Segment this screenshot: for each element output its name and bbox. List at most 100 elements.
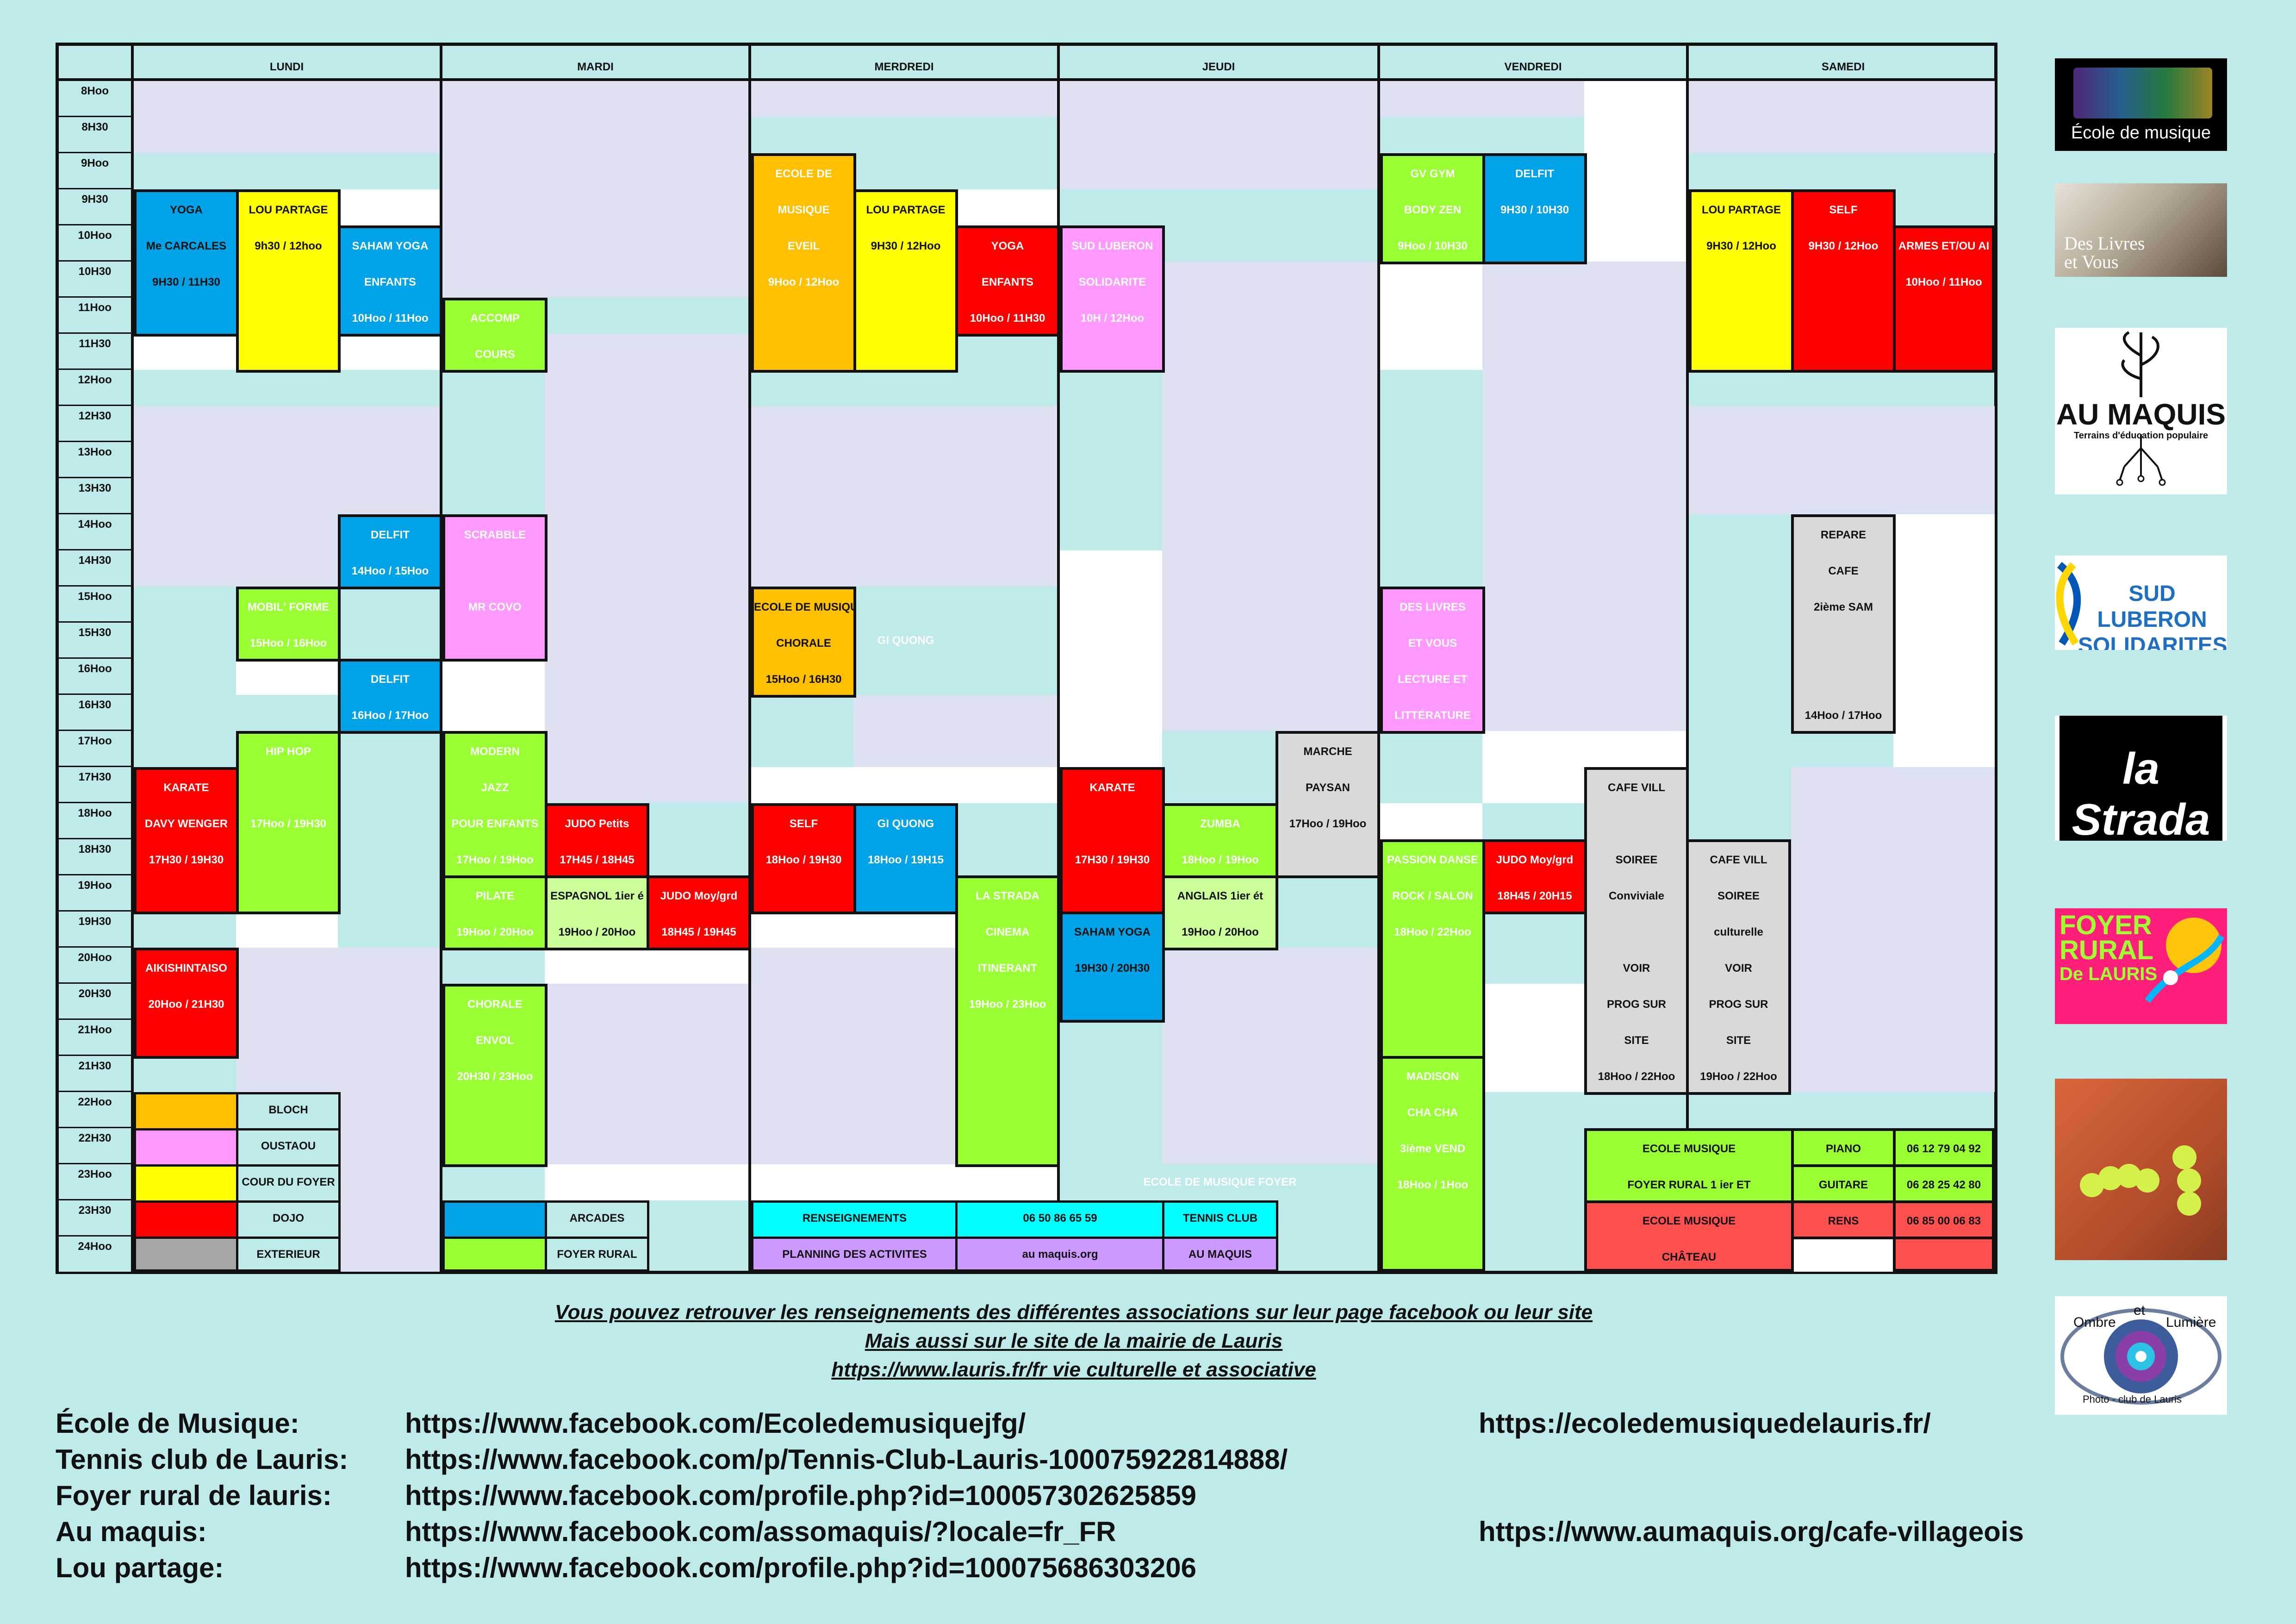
event-anglais[interactable]: ANGLAIS 1ier ét 19Hoo / 20Hoo xyxy=(1162,875,1278,950)
event-line: MUSIQUE xyxy=(778,204,830,216)
event-rens[interactable]: RENS xyxy=(1791,1200,1896,1239)
event-line: GUITARE xyxy=(1818,1179,1868,1191)
event-accomp-cours[interactable]: ACCOMPCOURS11Hoo / 12Hoo xyxy=(442,298,548,373)
event-lou-partage-samedi[interactable]: LOU PARTAGE 9H30 / 12Hoo xyxy=(1689,189,1794,373)
event-line xyxy=(1063,806,1162,842)
event-la-strada[interactable]: LA STRADA CINEMA ITINERANT 19Hoo / 23Hoo xyxy=(955,875,1060,1167)
event-line: 06 12 79 04 92 xyxy=(1906,1143,1981,1155)
bg-zone xyxy=(1162,948,1377,1164)
event-line: SITE xyxy=(1726,1034,1751,1047)
tennis-balls-icon xyxy=(2080,1145,2201,1216)
event-line: PASSION DANSE xyxy=(1387,854,1478,866)
event-marche-paysan[interactable]: MARCHE PAYSAN 17Hoo / 19Hoo xyxy=(1276,731,1380,878)
tree-icon xyxy=(2116,331,2166,486)
logo-foyer-text-2: RURAL xyxy=(2060,935,2153,965)
event-sud-luberon-jeudi[interactable]: SUD LUBERON SOLIDARITE 10H / 12Hoo xyxy=(1060,225,1165,373)
legend-swatch-grey xyxy=(134,1237,239,1272)
event-delfit-lundi-2[interactable]: DELFIT 16Hoo / 17Hoo xyxy=(338,659,442,734)
event-line xyxy=(1587,806,1686,842)
logo-tennis xyxy=(2055,1079,2227,1260)
event-guitare[interactable]: GUITARE xyxy=(1791,1164,1896,1203)
event-saham-yoga-jeudi[interactable]: SAHAM YOGA 19H30 / 20H30 xyxy=(1060,912,1165,1023)
info-tel[interactable]: 06 50 86 65 59 xyxy=(955,1200,1165,1239)
event-passion-danse[interactable]: PASSION DANSE ROCK / SALON 18Hoo / 22Hoo xyxy=(1380,839,1485,1059)
event-line: LOU PARTAGE xyxy=(249,204,328,216)
event-gv-gym[interactable]: GV GYM BODY ZEN 9Hoo / 10H30 xyxy=(1380,153,1485,264)
link-facebook[interactable]: https://www.facebook.com/p/Tennis-Club-L… xyxy=(405,1444,1288,1475)
event-line: AIKISHINTAISO xyxy=(145,962,227,974)
event-piano[interactable]: PIANO xyxy=(1791,1128,1896,1167)
event-karate-jeudi[interactable]: KARATE 17H30 / 19H30 xyxy=(1060,767,1165,914)
event-armes[interactable]: ARMES ET/OU AI 10Hoo / 11Hoo xyxy=(1893,225,1995,373)
event-line: 14Hoo / 15Hoo xyxy=(351,565,429,577)
footer-line-3[interactable]: https://www.lauris.fr/fr vie culturelle … xyxy=(831,1358,1316,1381)
event-espagnol[interactable]: ESPAGNOL 1ier é 19Hoo / 20Hoo xyxy=(545,875,649,950)
event-judo-moy-mardi[interactable]: JUDO Moy/grd 18H45 / 19H45 xyxy=(647,875,751,950)
event-pilate[interactable]: PILATE 19Hoo / 20Hoo xyxy=(442,875,548,950)
time-label: 17Hoo xyxy=(59,731,134,767)
event-line: 9Hoo / 10H30 xyxy=(1398,240,1468,252)
event-delfit-vendredi[interactable]: DELFIT 9H30 / 10H30 xyxy=(1482,153,1587,264)
link-facebook[interactable]: https://www.facebook.com/Ecoledemusiquej… xyxy=(405,1408,1026,1439)
logo-maquis-title: AU MAQUIS xyxy=(2056,398,2226,431)
info-au-maquis: AU MAQUIS xyxy=(1162,1237,1278,1272)
event-line: 17H45 / 18H45 xyxy=(560,854,635,866)
event-line: JAZZ xyxy=(481,781,509,794)
link-website[interactable]: https://www.aumaquis.org/cafe-villageois xyxy=(1479,1516,2024,1547)
logo-des-livres: Des Livres et Vous xyxy=(2055,183,2227,277)
bg-zone xyxy=(236,912,338,948)
event-karate-lundi[interactable]: KARATE DAVY WENGER 17H30 / 19H30 xyxy=(134,767,239,914)
event-lou-partage-lundi[interactable]: LOU PARTAGE 9h30 / 12hoo xyxy=(236,189,341,373)
event-scrabble[interactable]: SCRABBLE MR COVO 14Hoo / 16Hoo xyxy=(442,514,548,662)
bg-zone xyxy=(751,948,955,1164)
event-cafe-vill-vendredi[interactable]: CAFE VILL SOIREE Conviviale VOIR PROG SUR S… xyxy=(1584,767,1689,1095)
event-piano-tel[interactable]: 06 12 79 04 92 xyxy=(1893,1128,1995,1167)
event-ecole-musique-chorale[interactable]: ECOLE DE MUSIQUE CHORALE 15Hoo / 16H30 xyxy=(751,587,856,698)
link-facebook[interactable]: https://www.facebook.com/profile.php?id=… xyxy=(405,1480,1197,1511)
logo-foyer-rural: FOYER RURAL De LAURIS xyxy=(2055,908,2227,1024)
event-repare-cafe[interactable]: REPARE CAFE 2ième SAM 14Hoo / 17Hoo xyxy=(1791,514,1896,734)
event-gi-quong-mercredi[interactable]: GI QUONG 18Hoo / 19H15 xyxy=(853,803,958,914)
event-line: 20H30 / 23Hoo xyxy=(457,1070,533,1083)
event-line: CAFE VILL xyxy=(1710,854,1767,866)
event-madison[interactable]: MADISON CHA CHA 3ième VEND 18Hoo / 1Hoo xyxy=(1380,1056,1485,1272)
event-lou-partage-mercredi[interactable]: LOU PARTAGE 9H30 / 12Hoo xyxy=(853,189,958,373)
event-ecole-musique-foyer[interactable]: ECOLE MUSIQUE FOYER RURAL 1 ier ET xyxy=(1584,1128,1794,1203)
event-hip-hop[interactable]: HIP HOP 17Hoo / 19H30 xyxy=(236,731,341,914)
bg-zone xyxy=(442,81,748,298)
event-line: SUD LUBERON xyxy=(1071,240,1153,252)
event-line: 19Hoo / 20Hoo xyxy=(456,926,534,938)
event-mobil-forme[interactable]: MOBIL' FORME 15Hoo / 16Hoo xyxy=(236,587,341,662)
event-judo-petits[interactable]: JUDO Petits 17H45 / 18H45 xyxy=(545,803,649,878)
event-chorale-envol[interactable]: CHORALE ENVOL 20H30 / 23Hoo xyxy=(442,984,548,1167)
link-org-name: Au maquis: xyxy=(56,1516,207,1547)
event-rens-tel[interactable]: 06 85 00 06 83 xyxy=(1893,1200,1995,1239)
event-cafe-vill-samedi[interactable]: CAFE VILL SOIREE culturelle VOIR PROG SUR SIT… xyxy=(1686,839,1791,1095)
event-judo-moy-vendredi[interactable]: JUDO Moy/grd 18H45 / 20H15 xyxy=(1482,839,1587,914)
event-aikishintaiso[interactable]: AIKISHINTAISO 20Hoo / 21H30 xyxy=(134,948,239,1059)
event-self-samedi[interactable]: SELF 9H30 / 12Hoo xyxy=(1791,189,1896,373)
event-line: ECOLE DE MUSIQUE FOYER xyxy=(1143,1176,1297,1188)
event-ecole-musique-eveil[interactable]: ECOLE DE MUSIQUE EVEIL 9Hoo / 12Hoo xyxy=(751,153,856,373)
event-modern-jazz[interactable]: MODERN JAZZ POUR ENFANTS 17Hoo / 19Hoo xyxy=(442,731,548,878)
event-line: YOGA xyxy=(170,204,203,216)
event-line: 17Hoo / 19Hoo xyxy=(456,854,534,866)
event-guitare-tel[interactable]: 06 28 25 42 80 xyxy=(1893,1164,1995,1203)
event-line: 18Hoo / 1Hoo xyxy=(1397,1179,1468,1191)
event-yoga-lundi[interactable]: YOGA Me CARCALES 9H30 / 11H30 xyxy=(134,189,239,337)
link-website[interactable]: https://ecoledemusiquedelauris.fr/ xyxy=(1479,1408,1931,1439)
event-yoga-enfants[interactable]: YOGA ENFANTS 10Hoo / 11H30 xyxy=(955,225,1060,337)
day-header-mercredi: MERDREDI xyxy=(751,46,1060,81)
event-line: 19Hoo / 22Hoo xyxy=(1700,1070,1777,1083)
link-facebook[interactable]: https://www.facebook.com/assomaquis/?loc… xyxy=(405,1516,1116,1547)
footer-line-2: Mais aussi sur le site de la mairie de L… xyxy=(865,1330,1283,1352)
event-self-mercredi[interactable]: SELF 18Hoo / 19H30 xyxy=(751,803,856,914)
event-zumba[interactable]: ZUMBA 18Hoo / 19Hoo xyxy=(1162,803,1278,878)
event-line: PILATE xyxy=(475,890,515,902)
event-delfit-lundi-1[interactable]: DELFIT 14Hoo / 15Hoo xyxy=(338,514,442,589)
event-saham-yoga-lundi[interactable]: SAHAM YOGA ENFANTS 10Hoo / 11Hoo xyxy=(338,225,442,337)
info-site[interactable]: au maquis.org xyxy=(955,1237,1165,1272)
event-ecole-musique-chateau[interactable]: ECOLE MUSIQUE CHÂTEAU xyxy=(1584,1200,1794,1272)
link-facebook[interactable]: https://www.facebook.com/profile.php?id=… xyxy=(405,1552,1197,1583)
